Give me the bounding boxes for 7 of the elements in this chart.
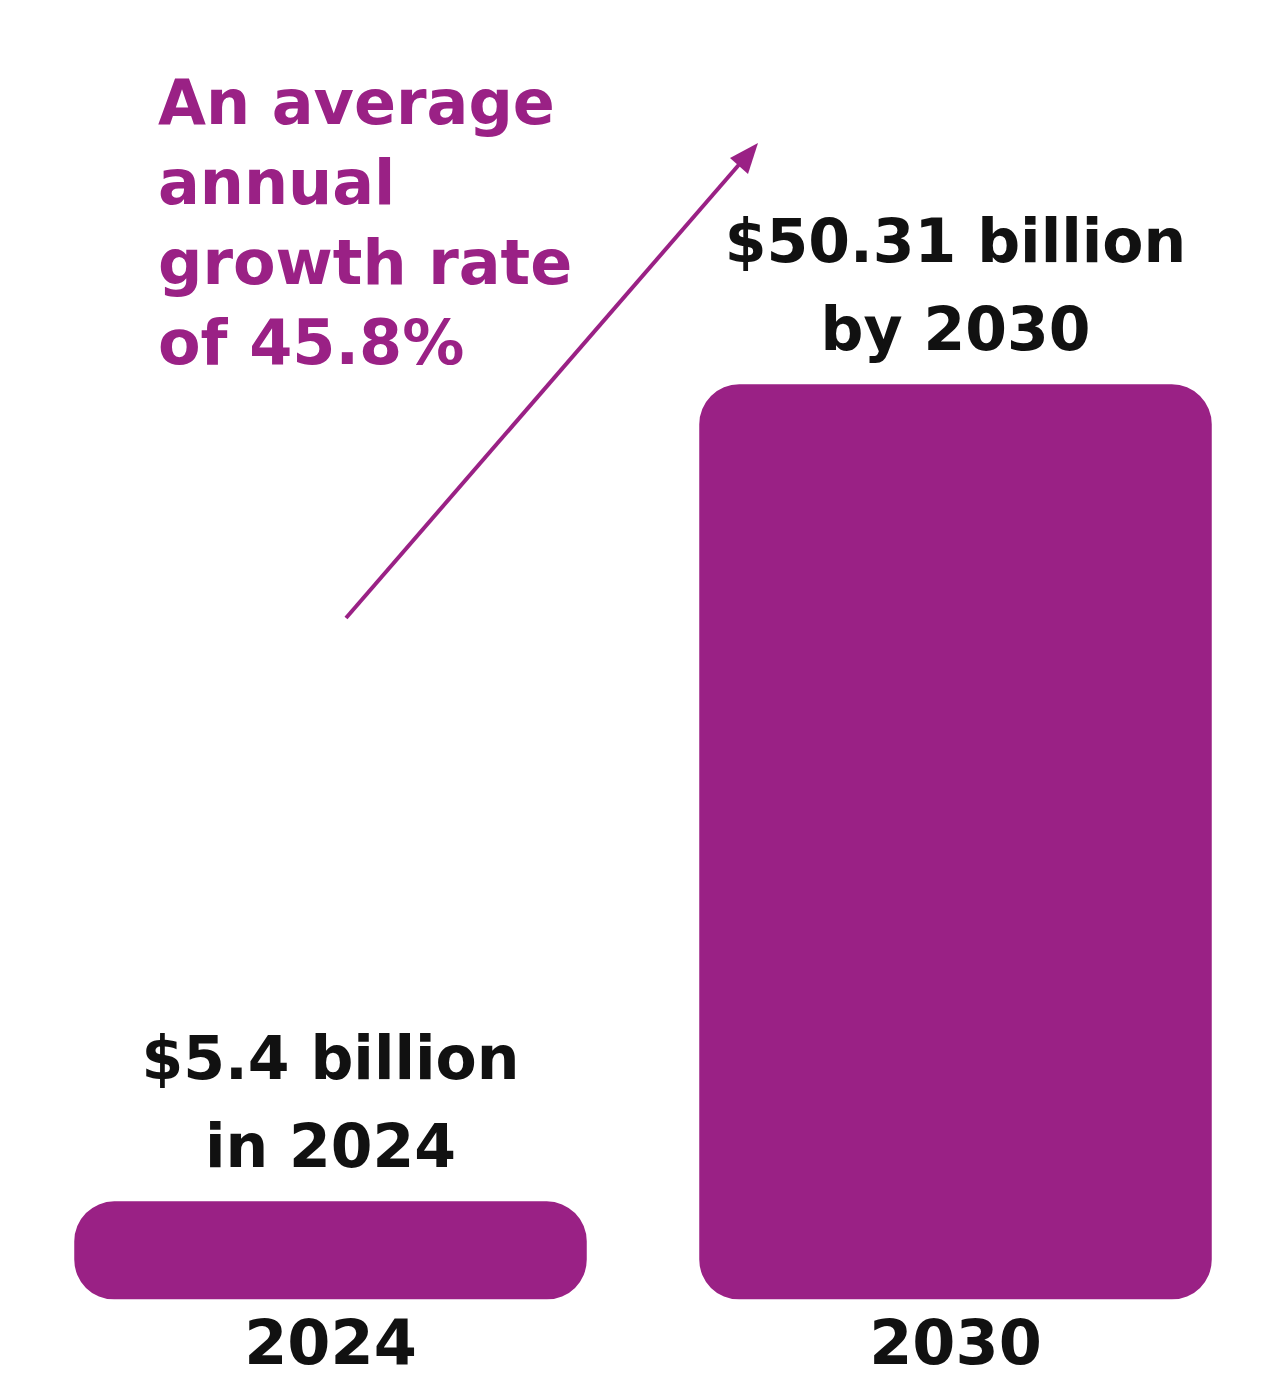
text: An average annual growth rate of 45.8%: [158, 65, 574, 381]
annotation: in 2024: [204, 1110, 457, 1181]
annotation: by 2030: [820, 293, 1091, 364]
x-tick-label: 2030: [869, 1305, 1042, 1379]
x-tick-label: 2024: [244, 1305, 417, 1379]
data-label: $50.31 billion: [724, 205, 1187, 276]
data-label: $5.4 billion: [141, 1022, 520, 1093]
